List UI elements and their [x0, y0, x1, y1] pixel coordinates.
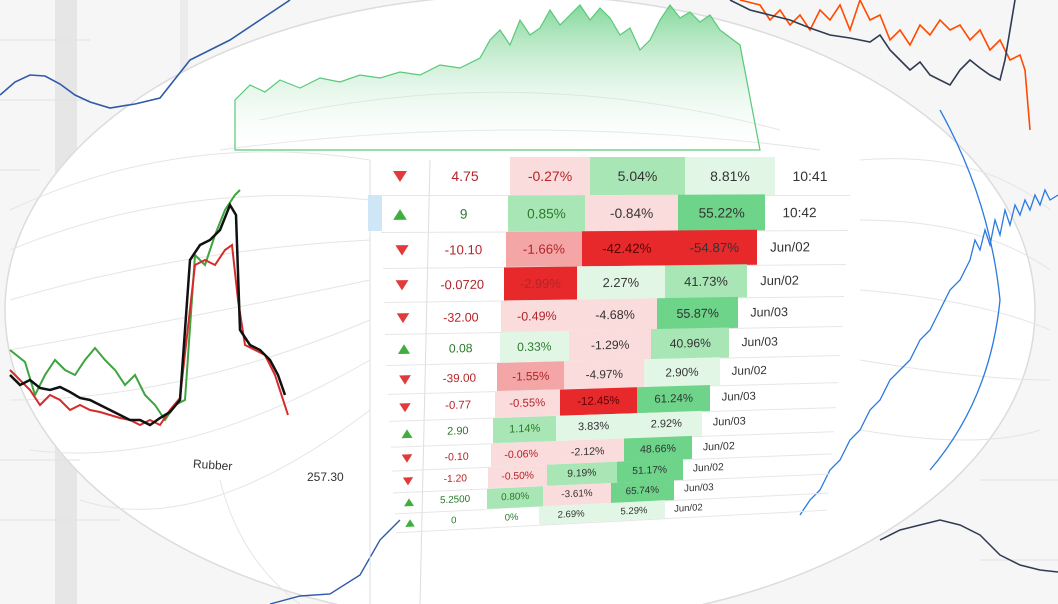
time-cell: 10:41: [792, 168, 828, 184]
change-cell: -0.27%: [510, 157, 590, 195]
down-arrow-icon: [385, 302, 421, 334]
time-cell: Jun/02: [702, 439, 735, 453]
table-separators: [369, 159, 431, 604]
navy-line: [729, 0, 1016, 87]
week-change-cell: -0.84%: [585, 194, 679, 232]
up-arrow-icon: [381, 196, 420, 232]
week-change-cell: -4.97%: [564, 359, 645, 390]
up-arrow-icon: [387, 335, 422, 365]
year-change-cell: 40.96%: [650, 327, 729, 360]
outer-grid: [0, 39, 1058, 561]
blue-line-topleft: [0, 0, 291, 109]
price-cell: -1.20: [443, 473, 468, 486]
price-cell: 0.08: [448, 341, 473, 356]
change-cell: 0.33%: [499, 331, 569, 363]
time-cell: Jun/03: [750, 304, 789, 320]
year-change-cell: 61.24%: [637, 385, 711, 414]
week-change-cell: -42.42%: [581, 230, 672, 267]
price-cell: -39.00: [442, 371, 477, 385]
price-cell: 9: [460, 206, 468, 222]
time-cell: Jun/02: [769, 239, 810, 255]
down-arrow-icon: [392, 446, 422, 470]
week-change-cell: 2.69%: [538, 503, 604, 525]
year-change-cell: 2.92%: [630, 411, 702, 439]
week-change-cell: -2.12%: [551, 438, 624, 465]
price-cell: -0.0720: [440, 276, 485, 293]
price-cell: 5.2500: [439, 494, 470, 507]
down-arrow-icon: [383, 233, 421, 268]
price-cell: 0: [451, 514, 457, 526]
year-change-cell: 55.87%: [657, 296, 739, 330]
week-change-cell: 3.83%: [555, 413, 631, 441]
green-area-chart: [234, 3, 761, 151]
year-change-cell: 41.73%: [664, 264, 748, 299]
table-row[interactable]: 4.75 -0.27% 5.04% 8.81% 10:41: [380, 157, 850, 196]
year-change-cell: 5.29%: [603, 500, 665, 522]
navy-line-bottom: [879, 519, 1058, 573]
price-cell: -32.00: [443, 310, 479, 325]
week-change-cell: 2.27%: [577, 265, 665, 300]
rubber-label: Rubber: [192, 456, 233, 474]
year-change-cell: 2.90%: [644, 357, 720, 388]
rubber-value: 257.30: [307, 470, 344, 484]
change-cell: -0.06%: [490, 441, 552, 467]
change-cell: 1.14%: [492, 416, 556, 444]
change-cell: -0.50%: [488, 464, 548, 489]
down-arrow-icon: [393, 470, 422, 493]
year-change-cell: 8.81%: [685, 157, 775, 195]
price-cell: 2.90: [446, 425, 469, 439]
price-cell: -0.77: [445, 399, 472, 413]
change-cell: -1.55%: [497, 361, 565, 392]
price-cell: -0.10: [444, 450, 469, 464]
up-arrow-icon: [391, 421, 422, 447]
week-change-cell: -1.29%: [568, 329, 651, 361]
time-cell: Jun/03: [741, 334, 778, 350]
blue-line-bottom: [269, 519, 401, 604]
up-arrow-icon: [396, 513, 423, 532]
week-change-cell: -12.45%: [560, 387, 638, 416]
down-arrow-icon: [388, 365, 422, 394]
change-cell: 0%: [484, 506, 539, 528]
selection-marker: [368, 195, 382, 231]
week-change-cell: -4.68%: [572, 298, 658, 332]
blue-line-right: [799, 188, 1058, 516]
orange-line: [739, 0, 1031, 131]
price-cell: -10.10: [444, 242, 482, 258]
table-row[interactable]: 9 0.85% -0.84% 55.22% 10:42: [381, 193, 848, 234]
change-cell: 0.80%: [486, 486, 544, 509]
time-cell: Jun/03: [712, 416, 746, 430]
week-change-cell: 5.04%: [590, 157, 685, 195]
time-cell: Jun/02: [760, 272, 799, 289]
change-cell: -2.99%: [503, 266, 578, 301]
year-change-cell: 55.22%: [678, 194, 766, 232]
change-cell: -1.66%: [505, 231, 582, 267]
down-arrow-icon: [384, 269, 421, 302]
time-cell: Jun/03: [721, 390, 757, 404]
price-cell: 4.75: [451, 168, 479, 184]
time-cell: Jun/02: [731, 363, 767, 378]
change-cell: -0.49%: [501, 299, 573, 333]
left-black-line: [9, 202, 287, 427]
blue-curve-right: [929, 109, 1001, 471]
down-arrow-icon: [380, 157, 420, 195]
year-change-cell: -54.87%: [671, 230, 757, 266]
time-cell: 10:42: [782, 204, 817, 220]
down-arrow-icon: [389, 394, 422, 421]
up-arrow-icon: [395, 492, 423, 513]
change-cell: 0.85%: [507, 195, 586, 232]
left-chart: [9, 189, 289, 427]
change-cell: -0.55%: [495, 389, 561, 418]
time-cell: Jun/02: [674, 501, 703, 515]
year-change-cell: 48.66%: [623, 435, 693, 462]
